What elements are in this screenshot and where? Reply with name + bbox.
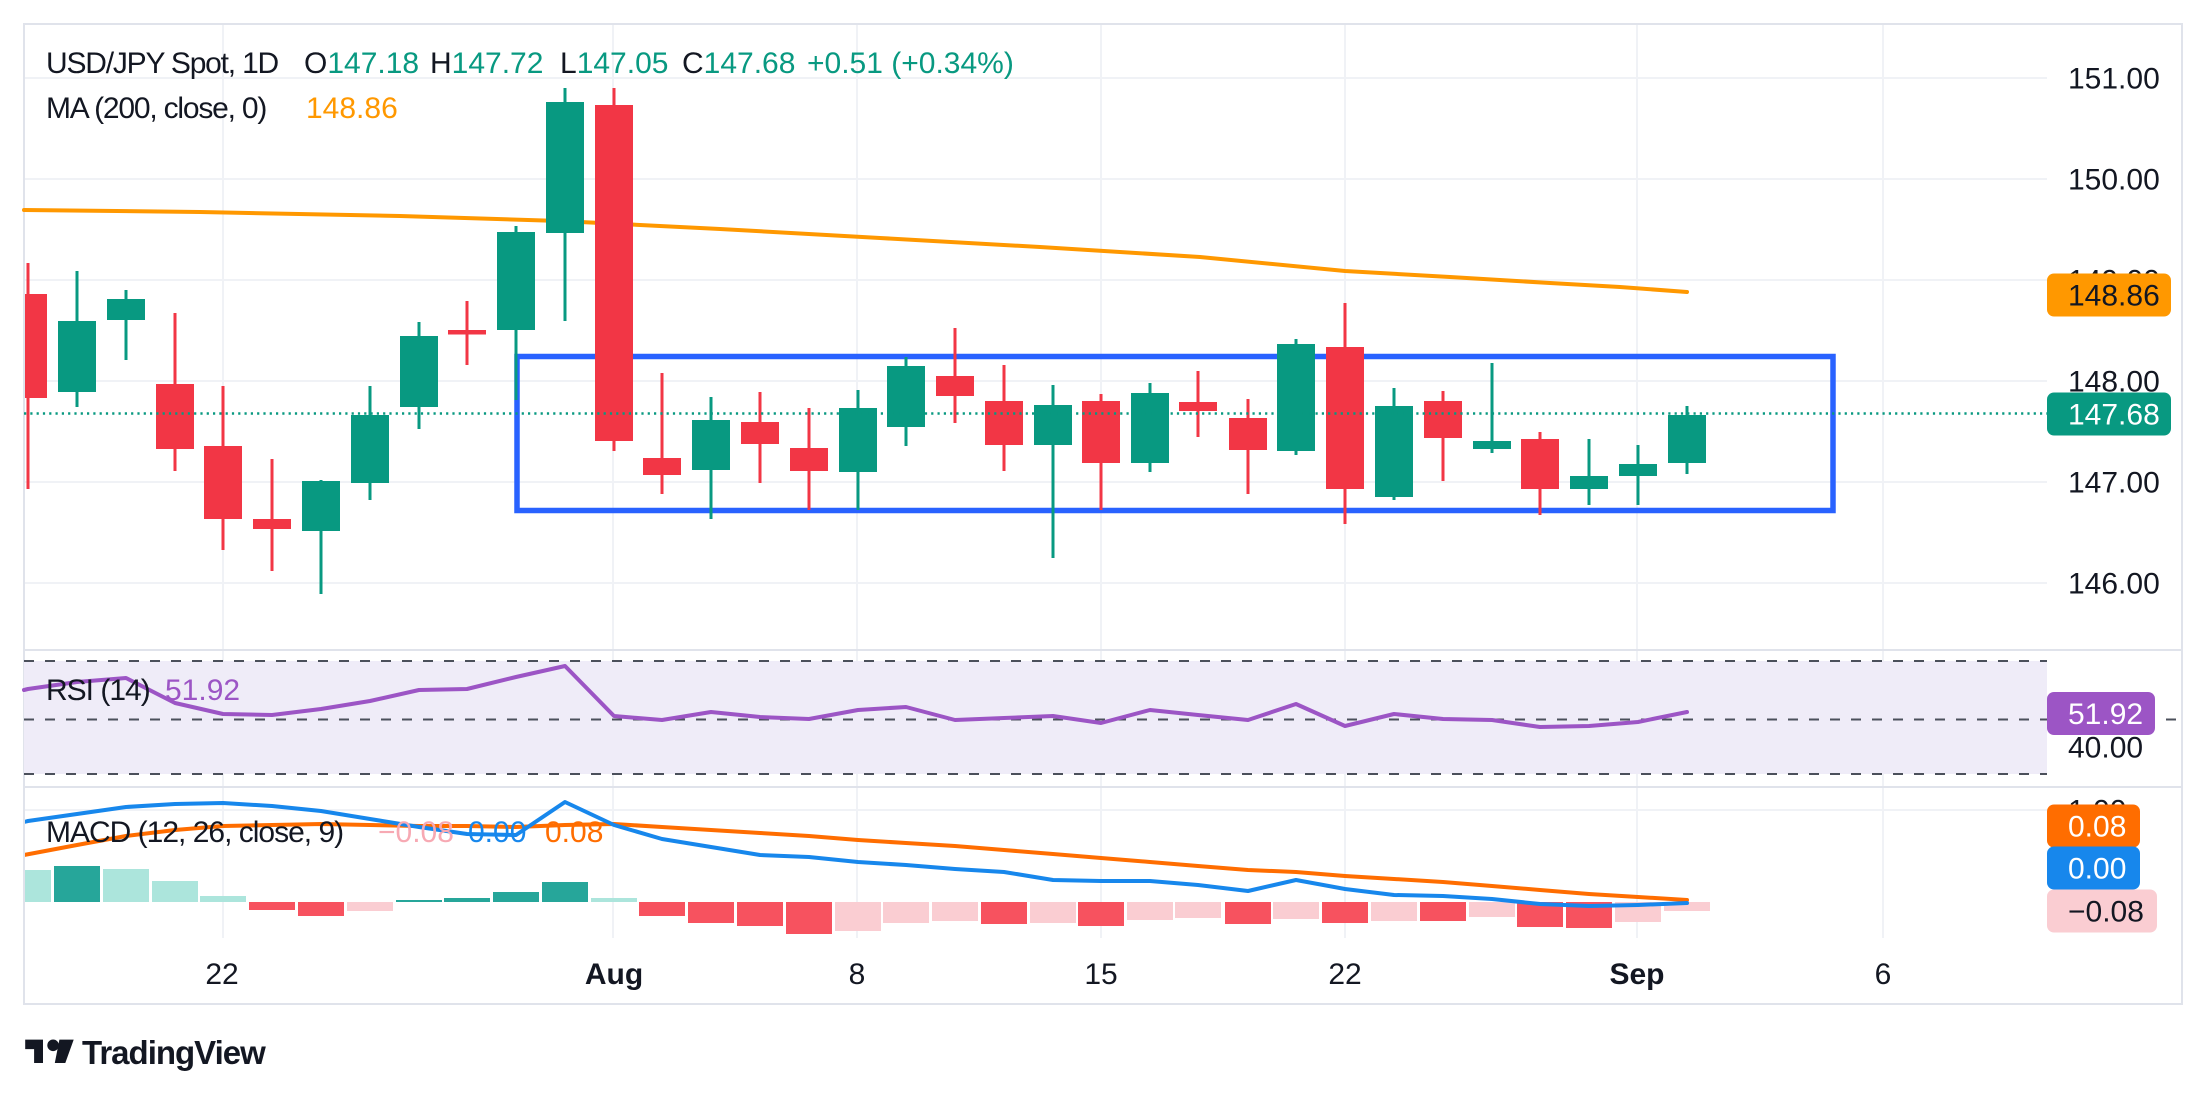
svg-text:−0.08: −0.08	[2068, 896, 2144, 929]
svg-text:40.00: 40.00	[2068, 732, 2143, 765]
svg-text:22: 22	[1328, 958, 1361, 991]
svg-text:147.00: 147.00	[2068, 467, 2160, 500]
svg-text:22: 22	[205, 958, 238, 991]
svg-text:150.00: 150.00	[2068, 164, 2160, 197]
svg-text:51.92: 51.92	[2068, 698, 2143, 731]
svg-text:147.68: 147.68	[2068, 399, 2160, 432]
svg-text:0.00: 0.00	[2068, 853, 2126, 886]
svg-text:146.00: 146.00	[2068, 568, 2160, 601]
svg-text:USD/JPY Spot, 1D: USD/JPY Spot, 1D	[46, 47, 279, 80]
svg-text:−0.08: −0.08	[378, 816, 454, 849]
svg-text:0.00: 0.00	[468, 816, 526, 849]
svg-text:MA (200, close, 0): MA (200, close, 0)	[46, 92, 266, 125]
svg-text:6: 6	[1875, 958, 1892, 991]
svg-text:TradingView: TradingView	[82, 1034, 266, 1071]
svg-text:15: 15	[1084, 958, 1117, 991]
svg-text:Sep: Sep	[1609, 958, 1664, 991]
svg-text:148.86: 148.86	[2068, 280, 2160, 313]
svg-text:8: 8	[849, 958, 866, 991]
svg-text:148.86: 148.86	[306, 92, 398, 125]
svg-text:0.08: 0.08	[545, 816, 603, 849]
svg-text:Aug: Aug	[585, 958, 643, 991]
svg-text:151.00: 151.00	[2068, 63, 2160, 96]
svg-text:MACD (12, 26, close, 9): MACD (12, 26, close, 9)	[46, 816, 343, 849]
svg-text:RSI (14): RSI (14)	[46, 674, 150, 707]
svg-text:0.08: 0.08	[2068, 811, 2126, 844]
svg-text:51.92: 51.92	[165, 674, 240, 707]
